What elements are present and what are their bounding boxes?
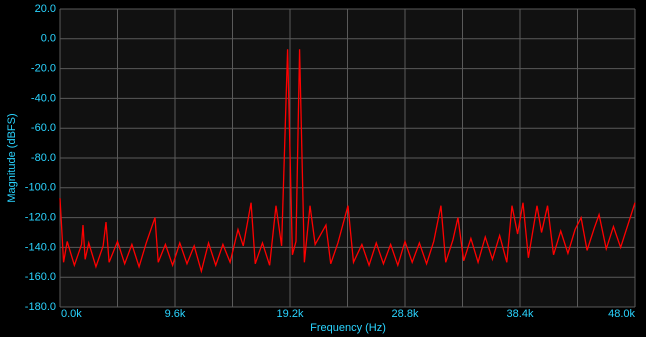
y-tick-label: -60.0 — [31, 122, 56, 134]
y-tick-label: -180.0 — [25, 301, 56, 313]
spectrum-line — [59, 49, 636, 274]
y-tick-label: -100.0 — [25, 182, 56, 194]
y-tick-label: -40.0 — [31, 92, 56, 104]
y-tick-label: 0.0 — [41, 33, 56, 45]
x-tick-label: 28.8k — [392, 308, 419, 320]
x-tick-label: 48.0k — [608, 308, 635, 320]
x-tick-label: 38.4k — [507, 308, 534, 320]
y-tick-label: -160.0 — [25, 271, 56, 283]
x-tick-label: 19.2k — [277, 308, 304, 320]
y-tick-label: -80.0 — [31, 152, 56, 164]
x-axis-label: Frequency (Hz) — [310, 322, 386, 334]
x-tick-label: 0.0k — [61, 308, 82, 320]
y-tick-label: 20.0 — [35, 3, 56, 15]
y-tick-label: -20.0 — [31, 63, 56, 75]
y-axis-label: Magnitude (dBFS) — [6, 113, 18, 202]
x-tick-label: 9.6k — [165, 308, 186, 320]
y-tick-label: -120.0 — [25, 212, 56, 224]
y-tick-label: -140.0 — [25, 241, 56, 253]
